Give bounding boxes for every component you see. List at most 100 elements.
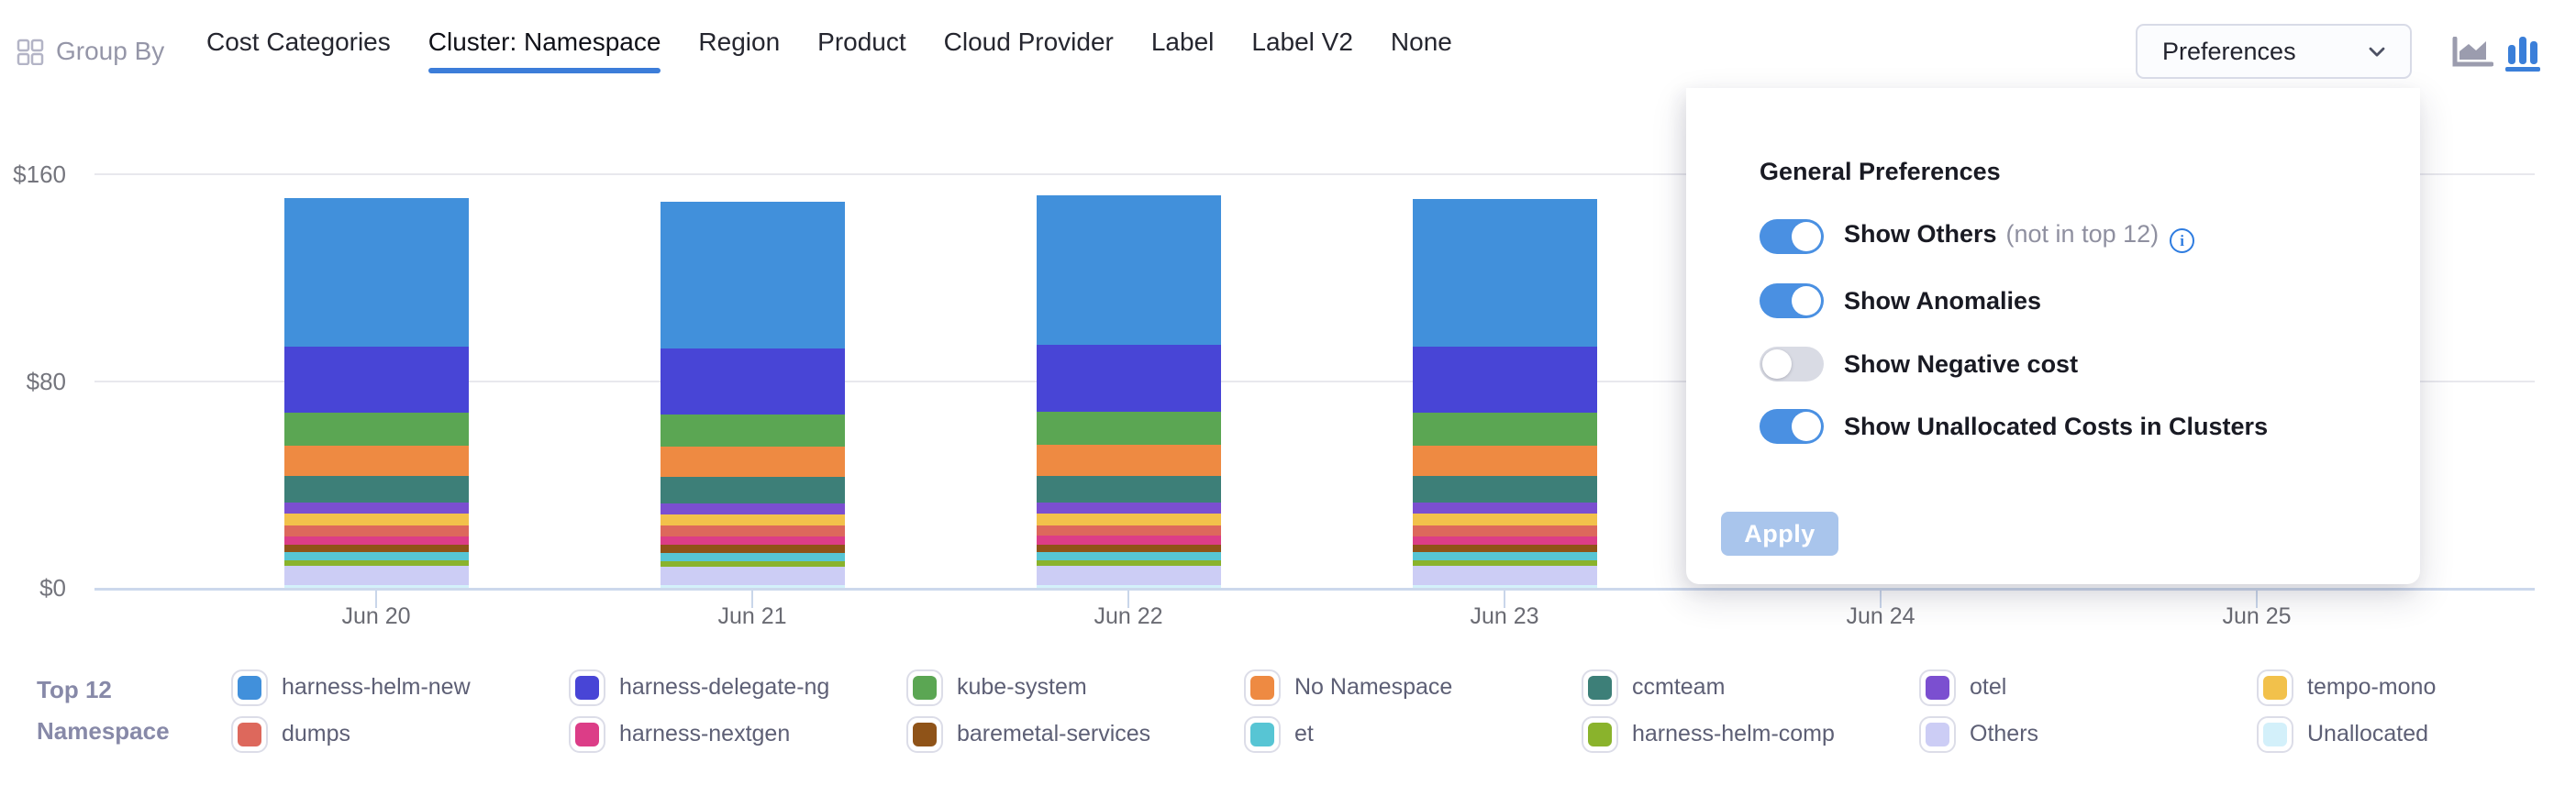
legend-swatch-others <box>1926 722 1949 746</box>
legend-item-baremetal-services[interactable]: baremetal-services <box>906 715 1244 753</box>
bar-segment-unallocated[interactable] <box>1413 584 1597 588</box>
bar-segment-otel[interactable] <box>284 502 469 514</box>
legend-label-harness-helm-comp: harness-helm-comp <box>1632 721 1835 746</box>
bar-segment-dumps[interactable] <box>284 525 469 536</box>
bar-segment-et[interactable] <box>661 552 845 561</box>
bar-segment-ccmteam[interactable] <box>1037 475 1221 503</box>
bar-segment-otel[interactable] <box>661 503 845 514</box>
legend-item-otel[interactable]: otel <box>1919 669 2257 706</box>
bar-segment-harness-delegate-ng[interactable] <box>661 348 845 415</box>
tab-cloud-provider[interactable]: Cloud Provider <box>943 28 1114 56</box>
bar-segment-ccmteam[interactable] <box>284 476 469 503</box>
bar-segment-harness-nextgen[interactable] <box>661 536 845 546</box>
legend-item-ccmteam[interactable]: ccmteam <box>1582 669 1919 706</box>
bar-segment-harness-helm-new[interactable] <box>1037 194 1221 346</box>
legend-item-harness-helm-comp[interactable]: harness-helm-comp <box>1582 715 1919 753</box>
legend-item-harness-helm-new[interactable]: harness-helm-new <box>231 669 569 706</box>
bar-segment-dumps[interactable] <box>661 525 845 536</box>
legend-item-dumps[interactable]: dumps <box>231 715 569 753</box>
area-chart-icon[interactable] <box>2451 36 2494 72</box>
toggle-knob <box>1792 286 1821 315</box>
bar-segment-harness-helm-new[interactable] <box>661 202 845 348</box>
legend-swatch-ring <box>569 715 605 753</box>
apply-button[interactable]: Apply <box>1721 512 1838 556</box>
tab-label[interactable]: Label <box>1150 28 1215 56</box>
bar-segment-unallocated[interactable] <box>1037 584 1221 588</box>
bar-segment-kube-system[interactable] <box>661 414 845 448</box>
bar-segment-tempo-mono[interactable] <box>1037 514 1221 525</box>
legend-swatch-ring <box>1582 669 1618 706</box>
bar-segment-otel[interactable] <box>1413 502 1597 514</box>
bar-segment-harness-helm-comp[interactable] <box>1037 560 1221 566</box>
legend-item-unallocated[interactable]: Unallocated <box>2257 715 2576 753</box>
legend-item-et[interactable]: et <box>1244 715 1582 753</box>
x-axis-label-jun-23: Jun 23 <box>1470 603 1539 629</box>
toggle-show-negative-cost[interactable] <box>1760 347 1824 381</box>
legend-swatch-et <box>1250 722 1274 746</box>
preference-row-show-negative-cost: Show Negative cost <box>1760 347 2078 381</box>
bar-segment-tempo-mono[interactable] <box>661 514 845 526</box>
bar-segment-kube-system[interactable] <box>1413 413 1597 446</box>
legend-item-no-namespace[interactable]: No Namespace <box>1244 669 1582 706</box>
legend-item-tempo-mono[interactable]: tempo-mono <box>2257 669 2576 706</box>
legend-item-kube-system[interactable]: kube-system <box>906 669 1244 706</box>
toggle-show-unallocated-costs-in-clusters[interactable] <box>1760 409 1824 444</box>
x-axis-tick-jun-24 <box>1880 591 1882 608</box>
bar-segment-kube-system[interactable] <box>1037 412 1221 446</box>
bar-segment-dumps[interactable] <box>1413 525 1597 536</box>
bar-segment-tempo-mono[interactable] <box>284 514 469 525</box>
bar-segment-no-namespace[interactable] <box>1413 445 1597 477</box>
tab-cluster-namespace[interactable]: Cluster: Namespace <box>427 28 661 85</box>
bar-segment-harness-helm-new[interactable] <box>284 197 469 347</box>
tab-region[interactable]: Region <box>698 28 781 56</box>
legend-swatch-harness-nextgen <box>575 722 599 746</box>
tab-none[interactable]: None <box>1390 28 1452 56</box>
bar-segment-harness-helm-comp[interactable] <box>661 560 845 567</box>
bar-segment-others[interactable] <box>284 566 469 585</box>
bar-segment-harness-helm-comp[interactable] <box>1413 560 1597 567</box>
bar-segment-harness-nextgen[interactable] <box>1413 536 1597 546</box>
bar-segment-harness-helm-new[interactable] <box>1413 199 1597 347</box>
bar-segment-others[interactable] <box>661 566 845 585</box>
tab-label-v2[interactable]: Label V2 <box>1251 28 1353 56</box>
bar-segment-harness-helm-comp[interactable] <box>284 560 469 567</box>
bar-segment-unallocated[interactable] <box>661 584 845 588</box>
bar-segment-baremetal-services[interactable] <box>284 545 469 553</box>
bar-segment-harness-delegate-ng[interactable] <box>284 346 469 414</box>
bar-segment-kube-system[interactable] <box>284 413 469 446</box>
info-icon[interactable]: i <box>2170 228 2195 254</box>
bar-segment-ccmteam[interactable] <box>661 477 845 503</box>
bar-segment-otel[interactable] <box>1037 502 1221 514</box>
bar-segment-no-namespace[interactable] <box>661 447 845 478</box>
bar-segment-others[interactable] <box>1413 566 1597 585</box>
bar-segment-et[interactable] <box>1413 552 1597 561</box>
bar-segment-harness-delegate-ng[interactable] <box>1037 345 1221 413</box>
bar-segment-harness-nextgen[interactable] <box>284 536 469 546</box>
bar-segment-et[interactable] <box>284 552 469 561</box>
bar-segment-baremetal-services[interactable] <box>1037 544 1221 553</box>
tab-cost-categories[interactable]: Cost Categories <box>206 28 391 56</box>
bar-jun-22 <box>1037 194 1221 588</box>
bar-segment-baremetal-services[interactable] <box>661 545 845 553</box>
tab-product[interactable]: Product <box>817 28 906 56</box>
bar-segment-unallocated[interactable] <box>284 584 469 588</box>
legend-label-no-namespace: No Namespace <box>1294 674 1453 700</box>
bar-segment-no-namespace[interactable] <box>1037 445 1221 476</box>
bar-segment-et[interactable] <box>1037 552 1221 561</box>
bar-segment-tempo-mono[interactable] <box>1413 514 1597 525</box>
bar-segment-baremetal-services[interactable] <box>1413 545 1597 553</box>
bar-chart-icon[interactable] <box>2505 37 2540 72</box>
bar-segment-harness-nextgen[interactable] <box>1037 536 1221 545</box>
bar-segment-ccmteam[interactable] <box>1413 476 1597 503</box>
legend-item-harness-nextgen[interactable]: harness-nextgen <box>569 715 906 753</box>
legend-item-others[interactable]: Others <box>1919 715 2257 753</box>
bar-segment-others[interactable] <box>1037 565 1221 585</box>
legend-swatch-ring <box>1244 715 1281 753</box>
legend-item-harness-delegate-ng[interactable]: harness-delegate-ng <box>569 669 906 706</box>
bar-segment-no-namespace[interactable] <box>284 445 469 477</box>
bar-segment-harness-delegate-ng[interactable] <box>1413 346 1597 414</box>
preferences-dropdown-button[interactable]: Preferences <box>2136 24 2412 79</box>
bar-segment-dumps[interactable] <box>1037 525 1221 536</box>
toggle-show-others[interactable] <box>1760 219 1824 254</box>
toggle-show-anomalies[interactable] <box>1760 283 1824 318</box>
